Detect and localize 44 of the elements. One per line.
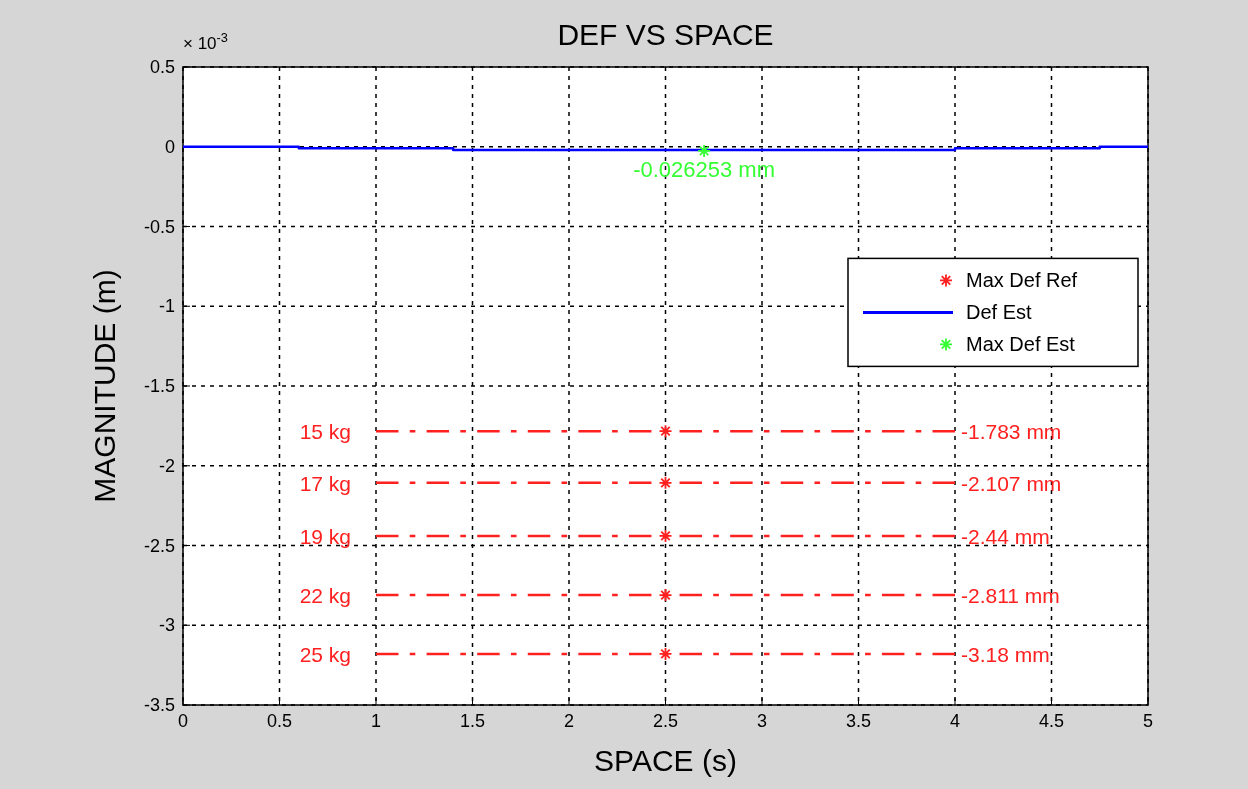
annotation: -1.783 mm [961,420,1062,444]
y-axis-title: MAGNITUDE (m) [88,269,121,503]
x-tick-label: 5 [1142,711,1154,731]
point [658,588,673,602]
annotation: 15 kg [299,420,351,444]
x-tick-label: 0.5 [266,711,293,731]
point [658,529,673,543]
point [658,647,673,661]
x-tick-label: 0 [177,711,189,731]
x-tick-label: 2 [563,711,575,731]
x-tick-label: 4 [949,711,961,731]
annotation: 22 kg [299,584,351,608]
x-tick-label: 3.5 [845,711,872,731]
annotation: 25 kg [299,642,351,666]
y-tick-label: -2 [158,455,175,476]
point [658,475,673,490]
annotation: 19 kg [299,524,351,548]
y-tick-label: -1.5 [143,376,175,396]
point [658,424,673,439]
x-tick-label: 3 [756,711,768,731]
point [697,144,711,158]
x-tick-label: 4.5 [1038,711,1065,731]
x-tick-label: 1.5 [459,711,486,731]
x-axis-title: SPACE (s) [594,744,737,777]
x-tick-label: 1 [370,711,382,731]
y-tick-label: -1 [158,296,175,317]
legend-label: Def Est [966,301,1033,324]
x-tick-label: 2.5 [652,711,679,731]
annotation: 17 kg [299,471,351,495]
annotation: -2.811 mm [961,584,1060,608]
y-tick-label: 0.5 [149,57,175,77]
y-tick-label: -2.5 [143,535,175,556]
text: × 10$^{-3}$ [183,29,228,53]
y-tick-label: -3.5 [143,695,175,715]
legend-label: Max Def Est [966,333,1076,356]
annotation: -2.107 mm [961,471,1062,495]
annotation: -2.44 mm [961,524,1050,548]
y-tick-label: 0 [164,136,175,157]
legend-label: Max Def Ref [966,269,1078,292]
y-tick-label: -3 [158,615,175,636]
annotation: -0.026253 mm [633,156,776,182]
chart-title: DEF VS SPACE [557,18,774,51]
annotation: -3.18 mm [961,642,1050,666]
y-tick-label: -0.5 [143,216,175,237]
